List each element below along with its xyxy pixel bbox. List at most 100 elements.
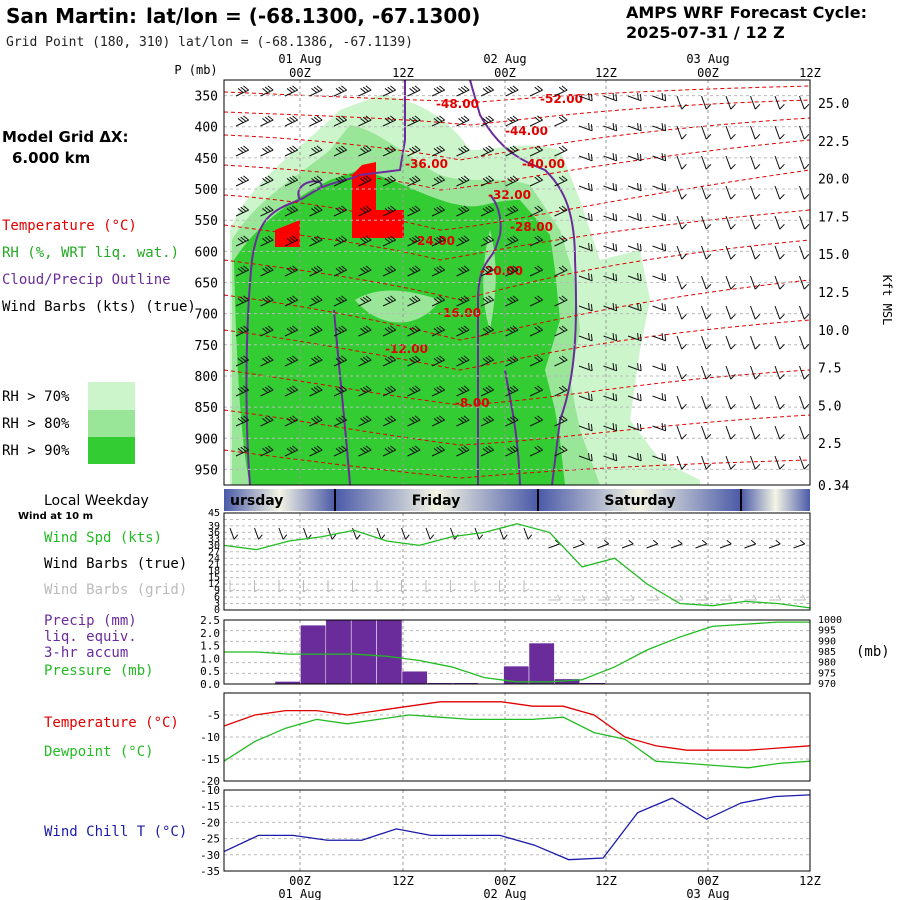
pressure-line (224, 621, 810, 683)
bottom-date-2: 02 Aug (483, 887, 526, 900)
wind-barb (309, 355, 323, 367)
wind-barb (358, 355, 372, 367)
wind-tick-label: 30 (208, 540, 220, 551)
windchill-gridlines (224, 790, 810, 871)
wind-barb (431, 325, 445, 337)
wind-tick-label: 15 (208, 573, 220, 584)
wind-barb (774, 335, 785, 350)
wind-barb (333, 145, 347, 157)
height-tick-label: 2.5 (818, 437, 841, 452)
surface-wind-barb (327, 527, 337, 540)
wind-barb (701, 215, 712, 230)
wind-barb (529, 325, 543, 337)
wind-barb (652, 423, 667, 432)
wind-barb (627, 153, 642, 162)
wind-barb (603, 243, 618, 252)
wind-barb (676, 155, 687, 170)
wind-barb (480, 205, 494, 217)
pressure-label: Pressure (mb) (44, 663, 154, 679)
wind-barb (529, 175, 543, 187)
windchill-tick-label: -35 (200, 865, 220, 878)
wind-barb (676, 455, 687, 470)
temperature-tick-label: -15 (200, 753, 220, 766)
wind-barb (652, 303, 667, 312)
precip-left-ticks: 2.52.01.51.00.50.0 (200, 614, 220, 691)
precip-bar (528, 642, 555, 685)
wind-barb (407, 205, 421, 217)
wind-barb (529, 295, 543, 307)
isotherm-label: -28.00 (510, 220, 553, 234)
precip-tick-label: 1.0 (200, 652, 220, 665)
isotherm-label: -16.00 (438, 306, 481, 320)
wind-barb (284, 415, 298, 427)
wind-barb (309, 205, 323, 217)
temperature-tick-label: -20 (200, 775, 220, 788)
wind-barb (309, 325, 323, 337)
station-latlon: lat/lon = (-68.1300, -67.1300) (146, 4, 480, 28)
weekday-friday: Friday (412, 493, 461, 509)
cross-section-panel: -48.00 -52.00 -44.00 -36.00 -40.00 -32.0… (195, 79, 894, 494)
wind-tick-label: 27 (208, 547, 220, 558)
wind-barb (799, 95, 810, 110)
temperature-panel: -5 -10 -15 -20 Temperature (°C) Dewpoint (°… (44, 692, 811, 788)
surface-wind-barb (744, 539, 757, 549)
wind-barb (750, 125, 761, 140)
wind-barb (382, 355, 396, 367)
top-date-3: 03 Aug (686, 52, 729, 66)
wind-barb (382, 175, 396, 187)
bottom-tick-2: 12Z (392, 874, 414, 888)
windchill-tick-label: -20 (200, 816, 220, 829)
wind-barb (505, 265, 519, 277)
wind-barb (235, 145, 249, 157)
wind-speed-line (223, 523, 811, 609)
wind-barb (382, 115, 396, 127)
wind-barb (554, 355, 568, 367)
wind-barb (235, 265, 249, 277)
wind-speed-label: Wind Spd (kts) (44, 530, 162, 546)
wind-barb (554, 115, 568, 127)
windchill-tick-label: -30 (200, 849, 220, 862)
weekday-label: Local Weekday (44, 493, 149, 509)
wind-barb (750, 245, 761, 260)
wind-barb (407, 175, 421, 187)
wind-barb (750, 365, 761, 380)
windchill-panel: -10 -15 -20 -25 -30 -35 Wind Chill T (°C) (44, 784, 811, 878)
wind-barb (431, 295, 445, 307)
wind-barb (456, 355, 470, 367)
isotherm-label: -48.00 (436, 97, 479, 111)
wind-barb (407, 355, 421, 367)
wind-barb (627, 273, 642, 282)
wind-barb (284, 295, 298, 307)
wind-barb (750, 215, 761, 230)
wind-barb (284, 115, 298, 127)
wind-barb (701, 335, 712, 350)
surface-wind-barb (499, 527, 508, 540)
precip-bars (274, 619, 606, 685)
wind-barb (701, 365, 712, 380)
wind-barb (799, 245, 810, 260)
grid-wind-barb (499, 580, 505, 593)
wind-barb (603, 273, 618, 282)
weekday-segment-friday (335, 489, 538, 511)
isotherm-label: -40.00 (522, 157, 565, 171)
wind-barb (627, 453, 642, 462)
isotherm-label: -12.00 (385, 342, 428, 356)
wind-tick-label: 21 (208, 560, 220, 571)
wind-barb (260, 145, 274, 157)
wind-barb (407, 115, 421, 127)
wind-barb (603, 123, 618, 132)
wind-barb (358, 175, 372, 187)
wind-barb (456, 235, 470, 247)
station-name: San Martin: (6, 4, 137, 28)
wind-barb (358, 325, 372, 337)
wind-barb (480, 355, 494, 367)
wind-barb (774, 95, 785, 110)
wind-barb (627, 333, 642, 342)
grid-wind-barb (401, 580, 407, 593)
wind-barb (652, 183, 667, 192)
wind-barb (235, 415, 249, 427)
grid-wind-barb (548, 594, 561, 601)
isotherm-lines (223, 85, 811, 479)
wind-barb (652, 93, 667, 102)
wind-barb (260, 205, 274, 217)
